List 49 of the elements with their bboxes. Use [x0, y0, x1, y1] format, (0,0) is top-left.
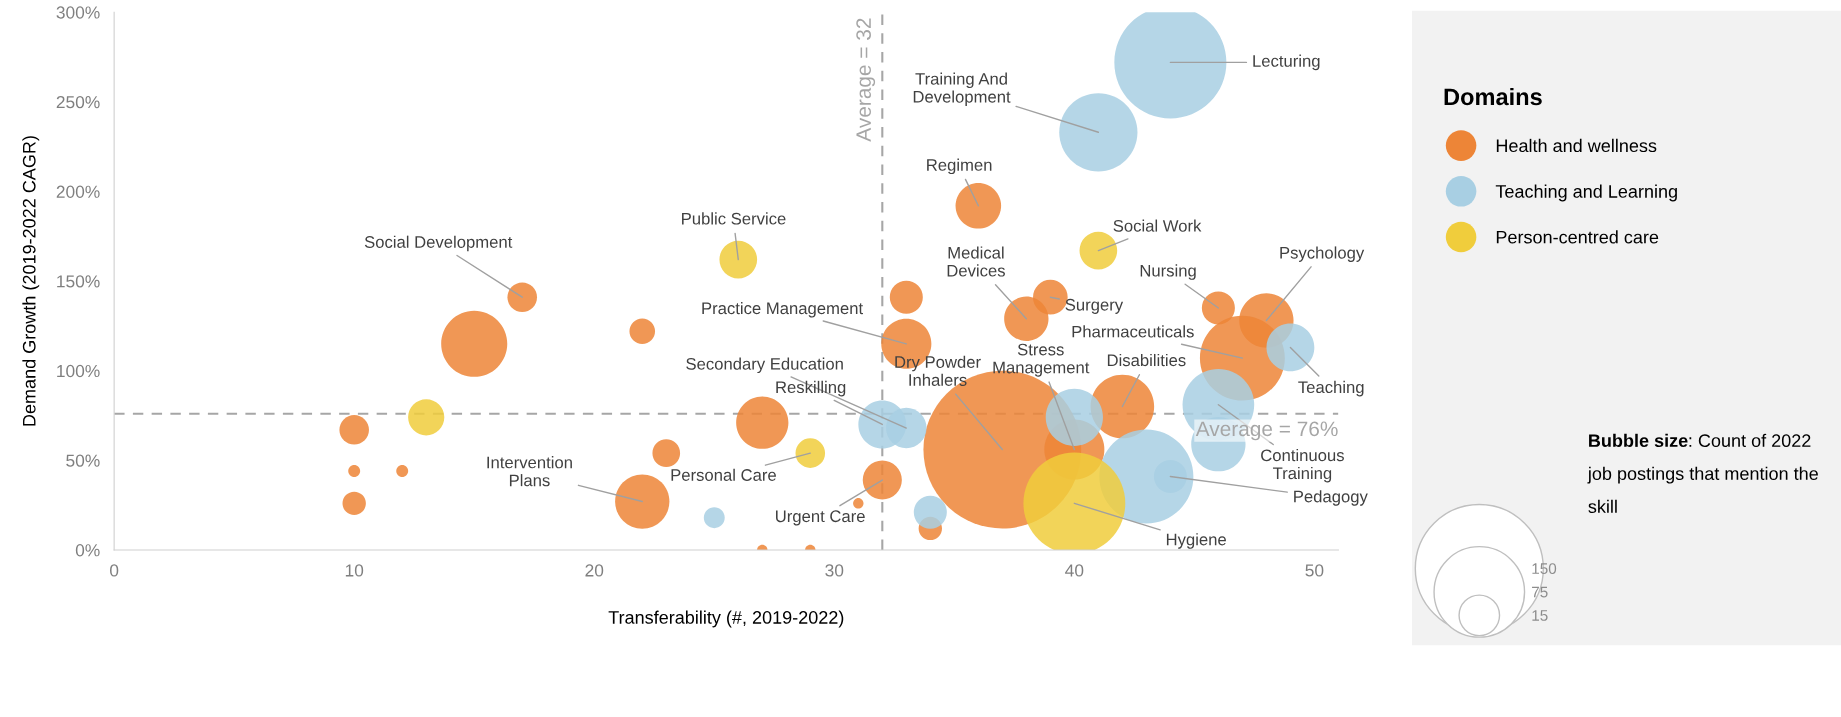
x-axis-title: Transferability (#, 2019-2022) — [608, 610, 844, 628]
x-tick-label: 20 — [585, 564, 604, 577]
legend-label: Health and wellness — [1496, 138, 1657, 153]
y-tick-label: 200% — [56, 185, 100, 198]
y-axis-title: Demand Growth (2019-2022 CAGR) — [22, 136, 40, 426]
annotation: Teaching — [1298, 380, 1364, 397]
annotation: Medical Devices — [947, 246, 1005, 277]
y-tick-label: 50% — [66, 454, 100, 467]
y-tick-label: 300% — [56, 6, 100, 19]
y-tick-label: 0% — [75, 544, 100, 557]
annotation: Public Service — [682, 212, 786, 225]
annotation: Regimen — [927, 158, 992, 175]
annotation: Training And Development — [913, 72, 1011, 107]
y-tick-label: 250% — [56, 95, 100, 109]
annotation: Nursing — [1140, 264, 1196, 280]
x-tick-label: 30 — [825, 564, 844, 577]
annotation: Hygiene — [1166, 533, 1226, 549]
legend-label: 150 — [1532, 563, 1557, 575]
legend-label: 15 — [1532, 610, 1548, 621]
annotation: Secondary Education — [686, 357, 843, 374]
legend-title: Domains — [1444, 87, 1542, 106]
annotation: Pharmaceuticals — [1072, 325, 1194, 338]
y-tick-label: 100% — [57, 364, 100, 378]
y-tick-label: 150% — [57, 275, 100, 288]
annotation: Social Work — [1113, 219, 1202, 232]
text: Bubble size: Count of 2022 job postings that mention the skill — [1587, 433, 1818, 514]
annotation: Personal Care — [671, 468, 776, 481]
annotation: Urgent Care — [776, 510, 865, 526]
annotation: Practice Management — [702, 301, 863, 318]
annotation: Disabilities — [1107, 353, 1186, 367]
x-tick-label: 10 — [345, 564, 364, 577]
annotation: Surgery — [1065, 298, 1124, 314]
annotation: Stress Management — [993, 343, 1090, 377]
annotation: Dry Powder Inhalers — [895, 355, 981, 386]
annotation: Pedagogy — [1294, 490, 1368, 506]
annotation: Lecturing — [1253, 54, 1320, 71]
annotation: Social Development — [364, 235, 513, 252]
ref-line-label: Average = 76% — [1195, 421, 1338, 441]
annotation: Continuous Training — [1261, 448, 1344, 483]
x-tick-label: 50 — [1305, 564, 1324, 577]
legend-label: Teaching and Learning — [1495, 184, 1677, 202]
legend-label: Person-centred care — [1496, 230, 1659, 244]
annotation: Psychology — [1280, 246, 1365, 262]
annotation: Intervention Plans — [487, 456, 572, 487]
x-tick-label: 40 — [1065, 564, 1084, 577]
annotation: Reskilling — [776, 380, 846, 397]
legend-label: 75 — [1532, 586, 1548, 598]
ref-line-label: Average = 32 — [856, 18, 876, 142]
x-tick-label: 0 — [109, 564, 119, 577]
